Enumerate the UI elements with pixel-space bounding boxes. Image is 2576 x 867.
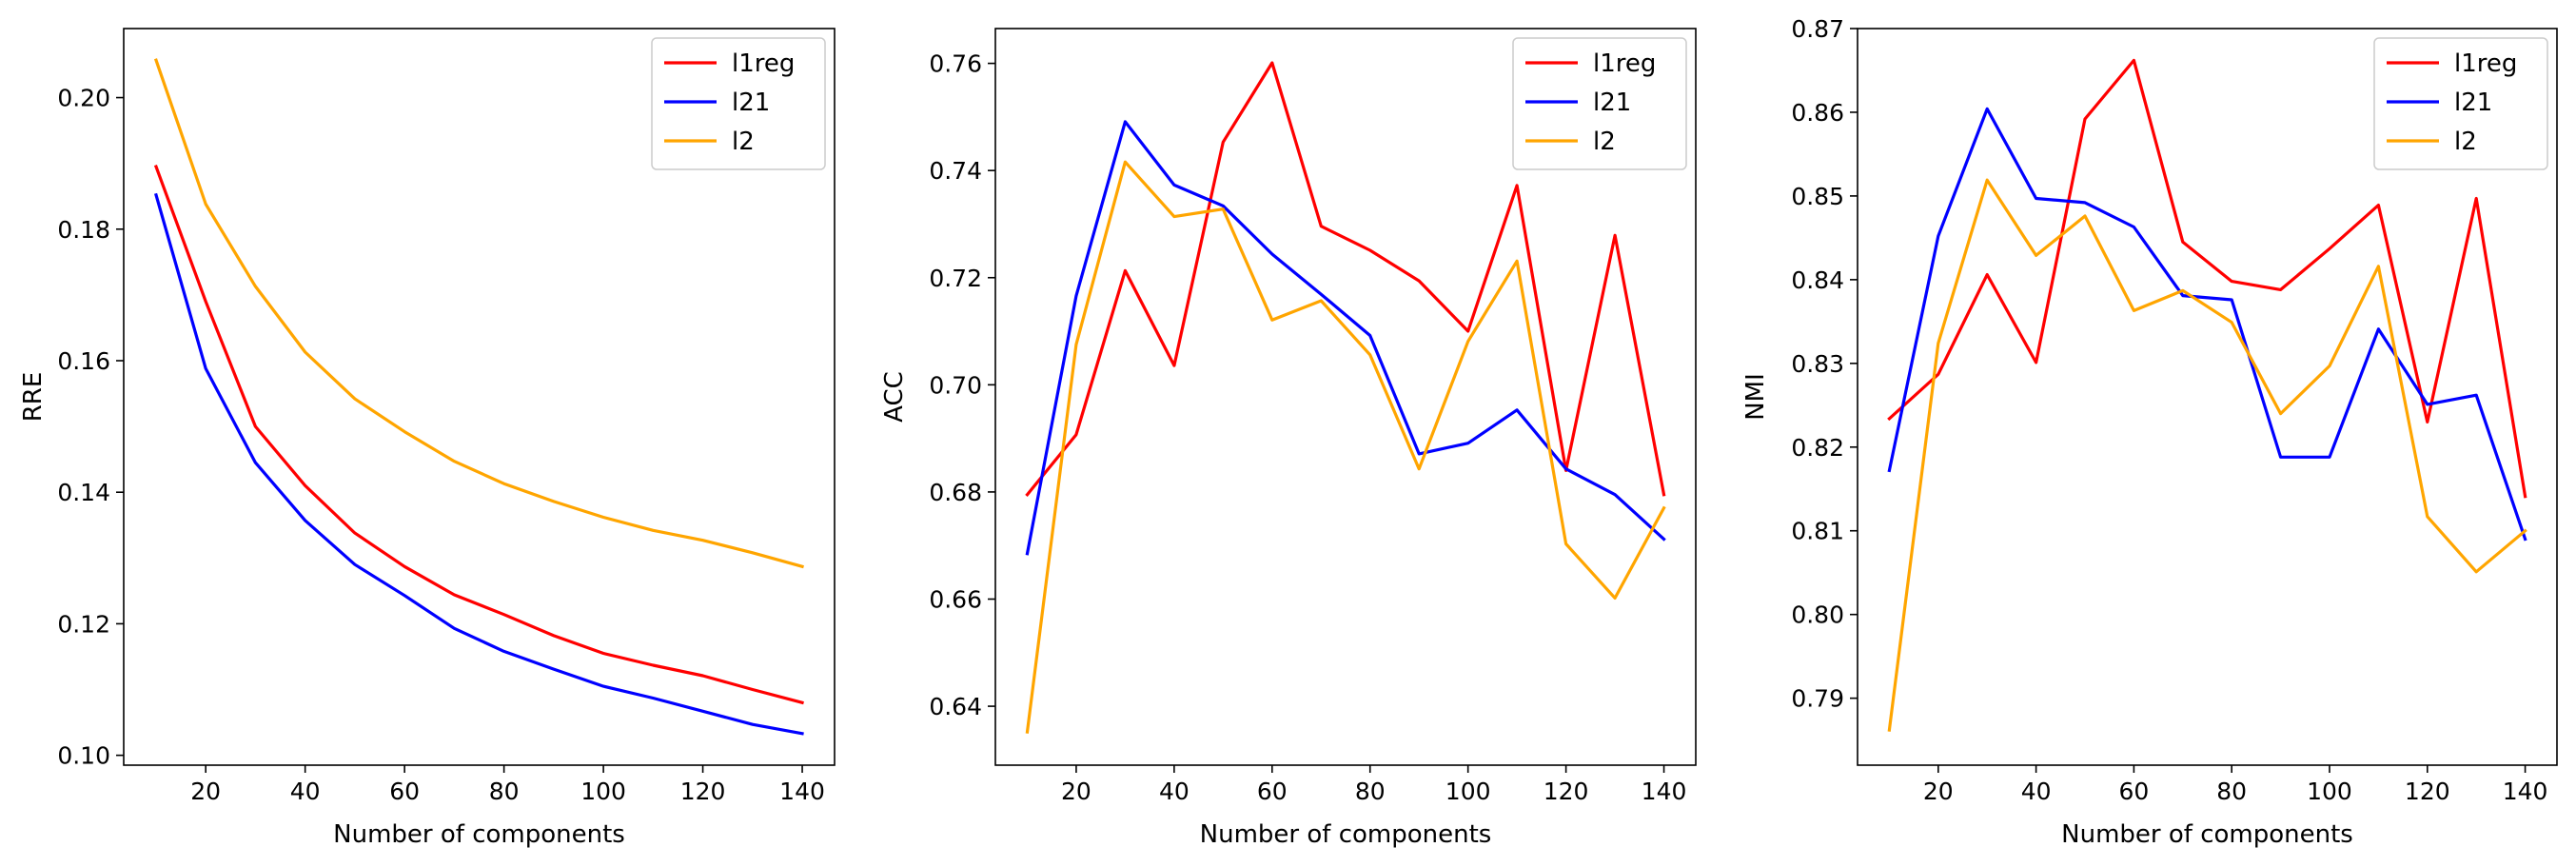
y-axis-label: NMI bbox=[1741, 373, 1770, 421]
legend: l1reg l21 l2 bbox=[2373, 37, 2548, 170]
y-axis-label: ACC bbox=[880, 371, 909, 423]
x-tick-label: 40 bbox=[290, 778, 321, 805]
series-line-l2 bbox=[1025, 160, 1666, 734]
y-axis-label: RRE bbox=[19, 372, 48, 423]
y-tick-label: 0.82 bbox=[1791, 434, 1844, 462]
y-tick-label: 0.87 bbox=[1791, 15, 1844, 43]
x-tick-label: 120 bbox=[2405, 778, 2450, 805]
y-tick-label: 0.10 bbox=[57, 742, 110, 770]
series-line-l1reg bbox=[153, 165, 804, 705]
y-tick-label: 0.80 bbox=[1791, 601, 1844, 629]
y-tick-label: 0.64 bbox=[929, 693, 982, 720]
legend-label-l2: l2 bbox=[732, 128, 755, 156]
series-line-l1reg bbox=[1025, 61, 1666, 497]
y-tick-label: 0.85 bbox=[1791, 183, 1844, 210]
plot-frame bbox=[123, 28, 836, 766]
legend-box bbox=[2373, 37, 2548, 170]
chart-panel-rre: 20 40 60 80 100 120 140 0.10 0.12 0.14 0.16 0.18 0.2… bbox=[19, 28, 836, 849]
y-tick-label: 0.81 bbox=[1791, 518, 1844, 545]
x-tick-label: 60 bbox=[389, 778, 420, 805]
x-tick-label: 140 bbox=[2503, 778, 2548, 805]
legend: l1reg l21 l2 bbox=[1512, 37, 1687, 170]
x-tick-label: 80 bbox=[489, 778, 520, 805]
y-tick-label: 0.66 bbox=[929, 585, 982, 613]
y-tick-label: 0.18 bbox=[57, 216, 110, 244]
x-tick-label: 100 bbox=[1445, 778, 1491, 805]
legend: l1reg l21 l2 bbox=[651, 37, 826, 170]
legend-label-l21: l21 bbox=[1593, 89, 1631, 117]
series-line-l2 bbox=[1887, 178, 2527, 732]
chart-panel-nmi: 20 40 60 80 100 120 140 0.79 0.80 0.81 0.82 0.83 0.8… bbox=[1741, 15, 2558, 849]
y-tick-label: 0.84 bbox=[1791, 266, 1844, 294]
x-tick-label: 60 bbox=[2118, 778, 2149, 805]
chart-panel-acc: 20 40 60 80 100 120 140 0.64 0.66 0.68 0.70 0.72 0.7… bbox=[880, 28, 1697, 849]
y-tick-label: 0.72 bbox=[929, 265, 982, 292]
x-tick-label: 20 bbox=[190, 778, 221, 805]
y-tick-label: 0.70 bbox=[929, 371, 982, 399]
series-line-l21 bbox=[154, 192, 804, 736]
legend-label-l21: l21 bbox=[2454, 89, 2492, 117]
legend-label-l1reg: l1reg bbox=[732, 49, 795, 78]
y-tick-label: 0.20 bbox=[57, 85, 110, 112]
plot-frame bbox=[994, 28, 1697, 766]
legend-box bbox=[1512, 37, 1687, 170]
x-tick-label: 60 bbox=[1257, 778, 1288, 805]
legend-box bbox=[651, 37, 826, 170]
series-line-l21 bbox=[1887, 107, 2527, 542]
y-tick-label: 0.86 bbox=[1791, 99, 1844, 127]
y-tick-label: 0.79 bbox=[1791, 685, 1844, 713]
x-tick-label: 40 bbox=[2021, 778, 2052, 805]
x-axis-label: Number of components bbox=[1200, 820, 1492, 849]
y-tick-label: 0.83 bbox=[1791, 350, 1844, 378]
x-tick-label: 80 bbox=[2216, 778, 2247, 805]
series-line-l21 bbox=[1025, 120, 1666, 556]
plot-frame bbox=[1857, 28, 2558, 766]
x-tick-label: 100 bbox=[2307, 778, 2352, 805]
x-tick-label: 40 bbox=[1159, 778, 1190, 805]
x-tick-label: 140 bbox=[1642, 778, 1687, 805]
legend-label-l21: l21 bbox=[732, 89, 770, 117]
x-tick-label: 80 bbox=[1355, 778, 1386, 805]
x-tick-label: 20 bbox=[1923, 778, 1954, 805]
y-tick-label: 0.16 bbox=[57, 347, 110, 375]
y-tick-label: 0.76 bbox=[929, 50, 982, 78]
legend-label-l1reg: l1reg bbox=[1593, 49, 1656, 78]
x-tick-label: 120 bbox=[680, 778, 726, 805]
y-tick-label: 0.68 bbox=[929, 479, 982, 506]
series-line-l2 bbox=[153, 58, 804, 569]
x-axis-label: Number of components bbox=[333, 820, 625, 849]
y-tick-label: 0.74 bbox=[929, 157, 982, 185]
x-tick-label: 120 bbox=[1544, 778, 1589, 805]
series-line-l1reg bbox=[1887, 58, 2527, 499]
x-tick-label: 100 bbox=[580, 778, 626, 805]
x-tick-label: 20 bbox=[1061, 778, 1091, 805]
x-axis-label: Number of components bbox=[2061, 820, 2353, 849]
legend-label-l2: l2 bbox=[1593, 128, 1616, 156]
x-tick-label: 140 bbox=[779, 778, 825, 805]
y-tick-label: 0.12 bbox=[57, 610, 110, 638]
y-tick-label: 0.14 bbox=[57, 479, 110, 506]
legend-label-l1reg: l1reg bbox=[2454, 49, 2517, 78]
legend-label-l2: l2 bbox=[2454, 128, 2477, 156]
